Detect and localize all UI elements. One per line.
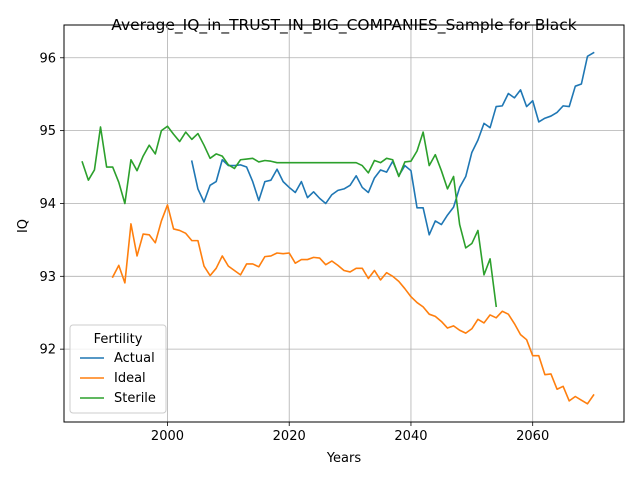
series-line-ideal <box>111 204 595 405</box>
series-line-sterile <box>81 125 498 308</box>
x-axis-label: Years <box>326 451 362 466</box>
x-tick-label: 2020 <box>273 429 306 444</box>
legend-label-ideal: Ideal <box>114 371 146 386</box>
y-tick-label: 94 <box>39 197 56 212</box>
legend: Fertility Actual Ideal Sterile <box>69 324 167 414</box>
series-lines <box>81 51 595 405</box>
x-tick-label: 2040 <box>394 429 427 444</box>
y-tick-label: 92 <box>39 343 56 358</box>
y-axis-label: IQ <box>16 219 31 233</box>
plot-frame <box>63 24 625 423</box>
grid-lines <box>64 25 624 422</box>
legend-box <box>69 324 167 414</box>
y-tick-label: 93 <box>39 270 56 285</box>
x-tick-label: 2000 <box>151 429 184 444</box>
legend-title: Fertility <box>94 332 143 347</box>
y-axis-ticks: 92 93 94 95 96 <box>39 51 64 358</box>
y-tick-label: 95 <box>39 124 56 139</box>
legend-label-sterile: Sterile <box>114 391 156 406</box>
x-tick-label: 2060 <box>516 429 549 444</box>
legend-label-actual: Actual <box>114 351 155 366</box>
y-tick-label: 96 <box>39 51 56 66</box>
x-axis-ticks: 2000 2020 2040 2060 <box>151 422 549 444</box>
